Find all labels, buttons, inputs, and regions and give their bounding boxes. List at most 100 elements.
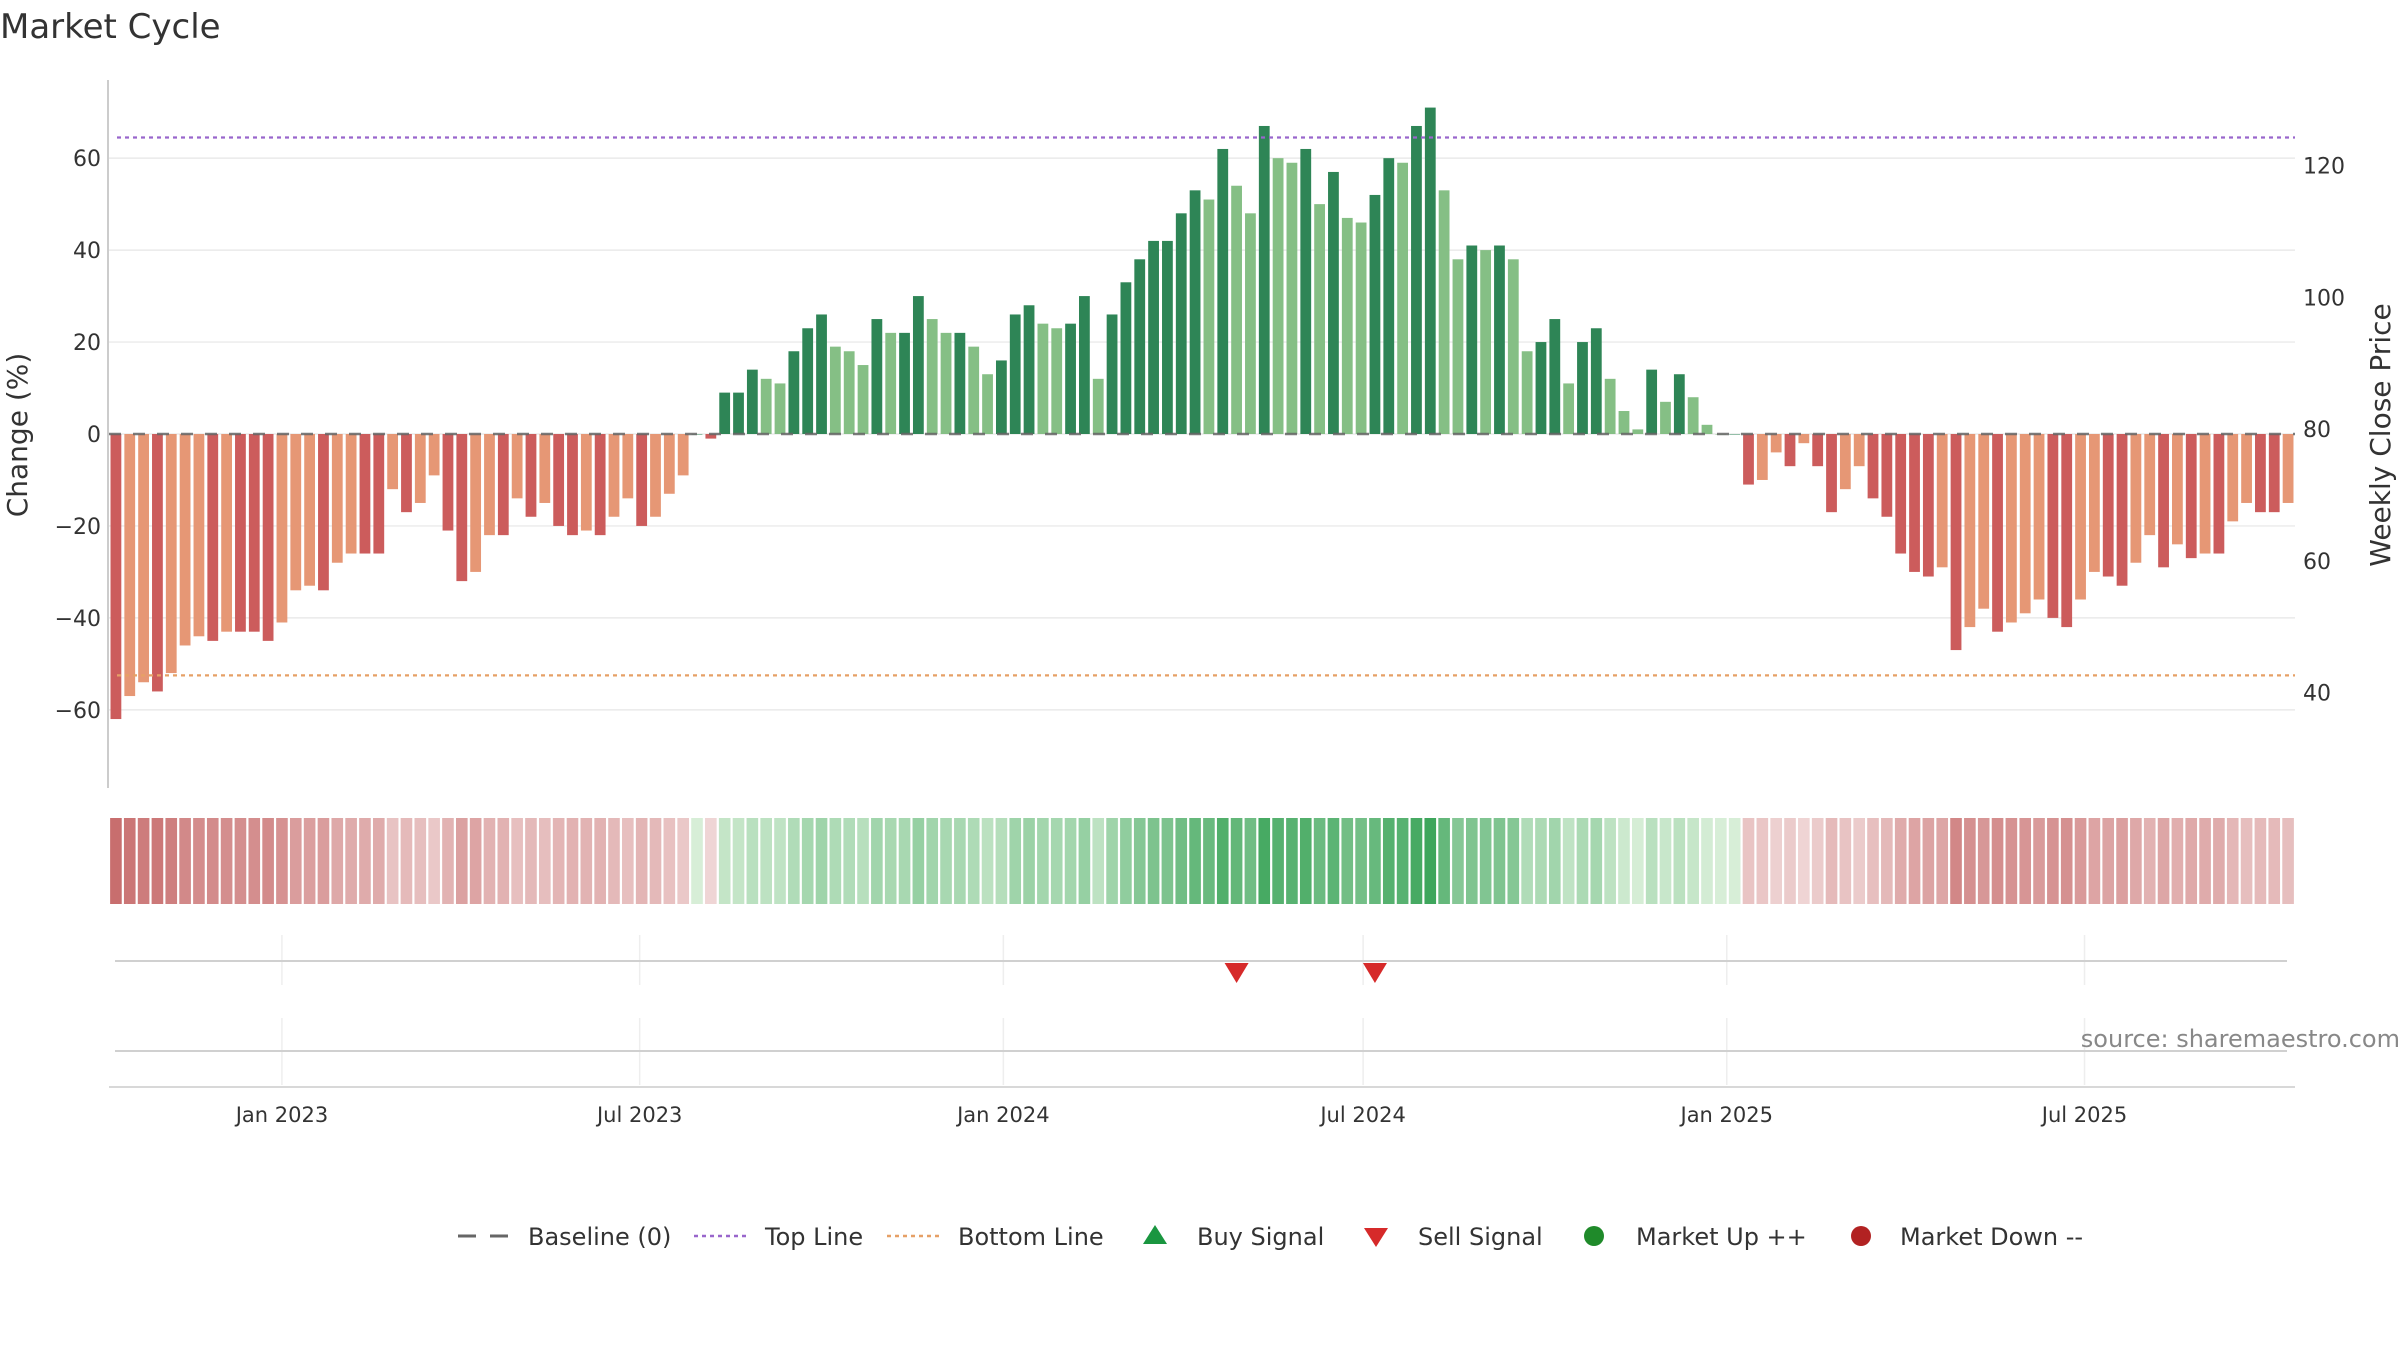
heat-cell: [2060, 818, 2073, 904]
bar: [2102, 434, 2114, 577]
heat-cell: [1535, 818, 1547, 904]
heat-cell: [1659, 818, 1672, 904]
sell-signal-marker: [1224, 963, 1249, 983]
bar: [1452, 259, 1464, 434]
y-tick-label: −20: [55, 515, 101, 540]
heat-cell: [1590, 818, 1603, 904]
bar: [359, 434, 371, 554]
bar: [2061, 434, 2073, 628]
heat-cell: [1286, 818, 1298, 904]
y-axis-title: Change (%): [1, 353, 34, 518]
bar: [1909, 434, 1920, 572]
x-tick-label: Jan 2023: [234, 1103, 329, 1127]
heat-cell: [331, 818, 344, 904]
bar: [235, 434, 246, 632]
bar: [1106, 314, 1118, 434]
x-tick-label: Jan 2025: [1679, 1103, 1774, 1127]
legend-label: Bottom Line: [958, 1223, 1104, 1251]
bar: [677, 434, 689, 476]
heat-cell: [1452, 818, 1464, 904]
bar: [2172, 434, 2183, 545]
heat-cell: [1092, 818, 1105, 904]
heat-cell: [718, 818, 731, 904]
bar: [2158, 434, 2169, 568]
bar: [1812, 434, 1824, 467]
bar: [2019, 434, 2031, 614]
bar: [1743, 434, 1754, 485]
heat-cell: [2226, 818, 2239, 904]
bar: [2241, 434, 2252, 503]
heat-cell: [414, 818, 427, 904]
bar: [1286, 162, 1298, 434]
heat-cell: [677, 818, 689, 904]
bar: [1217, 148, 1229, 434]
heat-cell: [1050, 818, 1063, 904]
heat-cell: [1673, 818, 1686, 904]
bar: [2199, 434, 2211, 554]
bar: [1300, 148, 1312, 434]
legend-item: Top Line: [694, 1223, 863, 1251]
heat-cell: [801, 818, 814, 904]
bar: [331, 434, 343, 563]
y2-axis-title: Weekly Close Price: [2364, 303, 2397, 566]
bar: [608, 434, 620, 517]
heat-cell: [649, 818, 662, 904]
heat-cell: [442, 818, 454, 904]
bar: [1411, 125, 1422, 434]
bar: [995, 360, 1007, 434]
sell-signal-icon: [1364, 1228, 1388, 1247]
legend: Baseline (0) Top Line Bottom Line Buy Signa…: [458, 1223, 2083, 1251]
heat-cell: [1216, 818, 1229, 904]
heat-cell: [2102, 818, 2115, 904]
heat-cell: [1853, 818, 1865, 904]
heat-cell: [1355, 818, 1367, 904]
heat-cell: [1078, 818, 1091, 904]
heat-cell: [206, 818, 219, 904]
heat-cell: [2185, 818, 2198, 904]
bar: [1148, 240, 1159, 434]
bar: [1383, 158, 1395, 434]
bar: [1563, 383, 1575, 434]
main-panel: −60 −40 −20 0 20 40 60 40 60 80 100 120: [55, 80, 2345, 788]
bar: [885, 332, 897, 434]
heat-cell: [1230, 818, 1243, 904]
heat-cell: [1728, 818, 1741, 904]
bar: [1328, 171, 1339, 434]
bar: [1369, 194, 1381, 434]
heat-cell: [1687, 818, 1699, 904]
y-tick-label: −60: [55, 699, 101, 724]
bar: [1134, 259, 1146, 434]
heat-cell: [1175, 818, 1188, 904]
heat-cell: [1258, 818, 1271, 904]
bar: [207, 434, 219, 641]
bar: [1701, 424, 1713, 434]
bar: [2075, 434, 2086, 600]
bar: [829, 346, 841, 434]
heat-cell: [165, 818, 178, 904]
bar: [1590, 328, 1602, 434]
y-tick-label: 0: [87, 423, 101, 448]
bar: [276, 434, 288, 623]
heat-cell: [289, 818, 302, 904]
buy-signal-icon: [1143, 1225, 1167, 1244]
bar: [442, 434, 454, 531]
heat-cell: [580, 818, 593, 904]
bar: [982, 374, 993, 434]
heat-cell: [2199, 818, 2211, 904]
heat-cell: [2213, 818, 2225, 904]
bar: [553, 434, 565, 526]
heat-cell: [317, 818, 330, 904]
bar: [1037, 323, 1049, 434]
heat-cell: [622, 818, 634, 904]
heat-cell: [829, 818, 842, 904]
heat-cell: [359, 818, 371, 904]
heat-cell: [2130, 818, 2142, 904]
bar: [179, 434, 191, 646]
heat-cell: [926, 818, 939, 904]
bar: [1480, 250, 1492, 434]
bar: [1604, 378, 1616, 434]
heat-cell: [2143, 818, 2156, 904]
heat-cell: [1023, 818, 1035, 904]
heat-cell: [137, 818, 150, 904]
x-tick-label: Jul 2025: [2040, 1103, 2127, 1127]
